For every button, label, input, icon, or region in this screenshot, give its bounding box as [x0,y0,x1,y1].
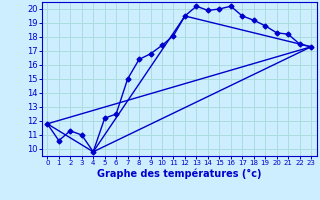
X-axis label: Graphe des températures (°c): Graphe des températures (°c) [97,169,261,179]
